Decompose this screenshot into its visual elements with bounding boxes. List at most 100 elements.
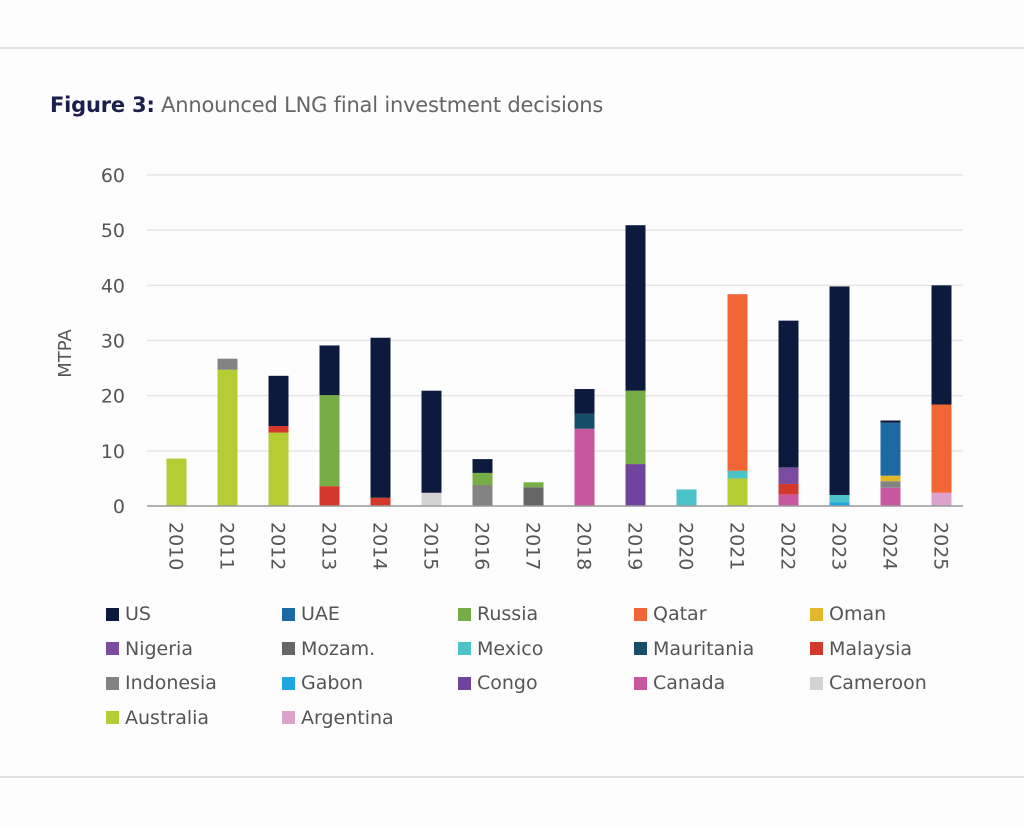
bar-segment-qatar-2021 [727, 294, 748, 471]
bar-segment-malaysia-2012 [268, 426, 289, 433]
bar-segment-uae-2024 [880, 422, 901, 476]
bar-segment-argentina-2025 [931, 492, 952, 506]
legend-item: Argentina [282, 707, 394, 729]
bar-segment-malaysia-2013 [319, 486, 340, 506]
y-tick-label: 20 [101, 386, 125, 408]
legend-item: US [106, 603, 151, 625]
y-tick-label: 50 [101, 220, 125, 242]
legend-swatch-icon [282, 711, 295, 724]
top-divider [0, 47, 1024, 49]
y-axis-ticks: 0 10 20 30 40 50 60 [101, 165, 125, 518]
bar-segment-australia-2021 [727, 478, 748, 506]
bar-segment-us-2018 [574, 389, 595, 414]
bar-stack-2019 [625, 225, 646, 506]
legend-item: Cameroon [810, 672, 927, 694]
x-tick-label: 2024 [879, 522, 901, 570]
figure-label: Figure 3: [50, 93, 155, 117]
bar-segment-indonesia-2024 [880, 481, 901, 488]
legend-swatch-icon [634, 642, 647, 655]
legend-swatch-icon [810, 607, 823, 621]
x-tick-label: 2017 [522, 522, 544, 570]
legend-label: Argentina [301, 706, 394, 729]
bar-segment-mauritania-2018 [574, 413, 595, 429]
bar-segment-cameroon-2015 [421, 492, 442, 506]
bar-stack-2017 [523, 482, 544, 506]
bar-stack-2022 [778, 320, 799, 506]
legend-item: Russia [458, 603, 538, 625]
y-tick-label: 40 [101, 275, 125, 297]
bar-segment-mexico-2021 [727, 470, 748, 479]
x-tick-label: 2019 [624, 522, 646, 570]
bar-segment-indonesia-2011 [217, 358, 238, 370]
legend-label: Mexico [477, 637, 544, 660]
bar-segment-canada-2022 [778, 494, 799, 506]
bar-stack-2010 [166, 458, 187, 506]
legend-label: Congo [477, 672, 538, 694]
bar-segment-oman-2024 [880, 475, 901, 482]
legend-item: Australia [106, 707, 209, 729]
bar-stack-2018 [574, 389, 595, 506]
legend-label: US [125, 603, 151, 625]
legend-swatch-icon [282, 607, 295, 621]
x-tick-label: 2011 [216, 522, 238, 570]
legend-label: UAE [301, 603, 340, 625]
x-tick-label: 2025 [930, 522, 952, 570]
legend-swatch-icon [458, 607, 471, 621]
legend-item: Mozam. [282, 638, 375, 660]
legend-swatch-icon [106, 607, 119, 621]
y-axis-label: MTPA [55, 329, 76, 378]
x-tick-label: 2014 [369, 522, 391, 570]
bar-segment-australia-2010 [166, 458, 187, 506]
bar-segment-gabon-2023 [829, 502, 850, 506]
bar-stack-2015 [421, 390, 442, 506]
figure-caption: Announced LNG final investment decisions [161, 93, 604, 117]
legend-label: Canada [653, 672, 726, 694]
legend-item: Oman [810, 603, 886, 625]
legend-label: Indonesia [125, 672, 217, 694]
bar-segment-australia-2011 [217, 369, 238, 506]
bar-stack-2014 [370, 337, 391, 506]
x-tick-label: 2023 [828, 522, 850, 570]
legend-item: Malaysia [810, 638, 912, 660]
legend-swatch-icon [106, 711, 119, 724]
x-tick-label: 2020 [675, 522, 697, 570]
figure-title: Figure 3: Announced LNG final investment… [50, 93, 603, 117]
bar-segment-qatar-2025 [931, 404, 952, 493]
x-tick-label: 2010 [165, 522, 187, 570]
bar-segment-malaysia-2014 [370, 497, 391, 506]
bar-stack-2024 [880, 420, 901, 506]
bar-segment-russia-2016 [472, 472, 493, 486]
bar-segment-us-2019 [625, 225, 646, 391]
bars [166, 225, 952, 506]
x-tick-label: 2012 [267, 522, 289, 570]
bar-stack-2021 [727, 294, 748, 506]
bar-segment-us-2014 [370, 337, 391, 498]
bar-stack-2016 [472, 459, 493, 506]
bar-segment-us-2016 [472, 459, 493, 473]
x-tick-label: 2018 [573, 522, 595, 570]
bar-segment-congo-2019 [625, 464, 646, 506]
bar-stack-2013 [319, 345, 340, 506]
legend-label: Oman [829, 603, 887, 625]
bar-segment-nigeria-2022 [778, 467, 799, 484]
bar-segment-us-2023 [829, 286, 850, 495]
x-tick-label: 2022 [777, 522, 799, 570]
legend-swatch-icon [458, 642, 471, 655]
legend-item: Mauritania [634, 638, 754, 660]
bar-stack-2012 [268, 375, 289, 506]
bar-segment-us-2025 [931, 285, 952, 405]
legend-swatch-icon [458, 676, 471, 690]
y-tick-label: 10 [101, 441, 125, 463]
legend-item: Indonesia [106, 672, 217, 694]
bar-stack-2020 [676, 489, 697, 506]
legend-item: Canada [634, 672, 725, 694]
x-tick-label: 2013 [318, 522, 340, 570]
x-tick-label: 2021 [726, 522, 748, 570]
bar-segment-us-2013 [319, 345, 340, 396]
bar-segment-russia-2013 [319, 395, 340, 487]
legend-swatch-icon [634, 676, 647, 690]
legend-item: Congo [458, 672, 538, 694]
legend-label: Gabon [301, 672, 364, 694]
bar-stack-2011 [217, 358, 238, 506]
